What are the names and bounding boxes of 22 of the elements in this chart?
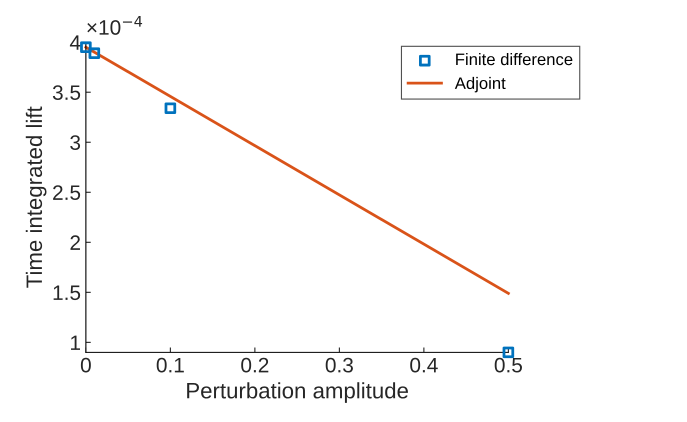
point [88,47,100,59]
x-tick-label: 0.3 [326,358,353,373]
x-tick-label: 0.5 [494,358,522,373]
y-tick-label: 1.5 [54,286,80,300]
y-tick-label: 1 [71,336,80,350]
y-tick-label: 2.5 [53,185,80,200]
x-tick-label: 0.2 [241,358,268,373]
x-tick-label: 0.1 [156,358,184,373]
y-tick-label: 3.5 [52,85,80,100]
x-tick-label: 0.4 [410,358,438,373]
y-tick-label: 4 [70,35,80,50]
point [164,102,176,114]
text: ×10$^{−4}$ [87,16,142,35]
y-tick-label: 2 [70,235,80,250]
x-tick-label: 0 [80,358,91,373]
y-axis-title: Time integrated lift [26,106,46,288]
x-axis-title: Perturbation amplitude [187,382,408,403]
legend-label: Finite difference [456,52,572,66]
legend-label: Adjoint [454,76,506,92]
point [502,346,514,358]
point [80,41,92,53]
y-tick-label: 3 [70,135,80,150]
